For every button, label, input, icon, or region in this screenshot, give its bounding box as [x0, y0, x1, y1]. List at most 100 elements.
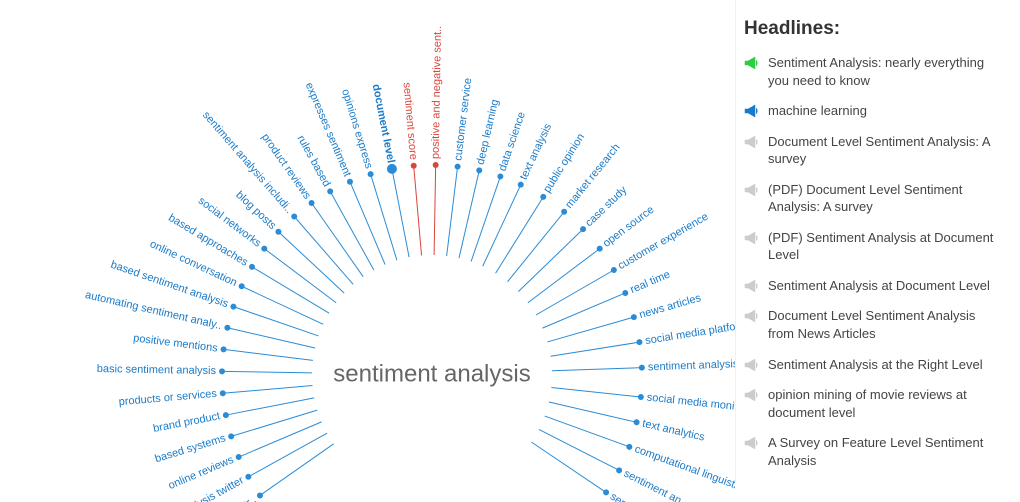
graph-edge [233, 307, 318, 336]
graph-node-label[interactable]: atr.. [237, 494, 259, 502]
graph-node-dot[interactable] [476, 167, 482, 173]
headline-item[interactable]: opinion mining of movie reviews at docum… [744, 386, 1004, 421]
graph-node-dot[interactable] [497, 173, 503, 179]
graph-node-label[interactable]: customer service [452, 77, 474, 161]
graph-node-dot[interactable] [387, 164, 397, 174]
headline-item[interactable]: Sentiment Analysis: nearly everything yo… [744, 54, 1004, 89]
headline-item[interactable]: Sentiment Analysis at Document Level [744, 277, 1004, 295]
bullhorn-icon [744, 436, 760, 450]
headline-item[interactable]: (PDF) Document Level Sentiment Analysis:… [744, 181, 1004, 216]
graph-node-dot[interactable] [236, 454, 242, 460]
graph-node-label[interactable]: social media platforms [644, 318, 735, 347]
graph-node-dot[interactable] [455, 164, 461, 170]
headlines-list: Sentiment Analysis: nearly everything yo… [744, 54, 1004, 469]
headline-item[interactable]: Sentiment Analysis at the Right Level [744, 356, 1004, 374]
graph-node-dot[interactable] [597, 246, 603, 252]
graph-node-dot[interactable] [622, 290, 628, 296]
graph-edge [528, 249, 600, 303]
graph-node-dot[interactable] [223, 412, 229, 418]
graph-edge [330, 191, 374, 270]
graph-node-label[interactable]: positive and negative sent.. [430, 26, 444, 160]
headline-text: Document Level Sentiment Analysis: A sur… [768, 133, 1004, 168]
graph-node-dot[interactable] [291, 214, 297, 220]
graph-edge [536, 270, 614, 315]
graph-node-dot[interactable] [518, 182, 524, 188]
graph-node-dot[interactable] [249, 264, 255, 270]
graph-edge [231, 410, 317, 436]
graph-node-label[interactable]: sentiment an.. [622, 468, 689, 502]
graph-node-label[interactable]: real time [628, 269, 672, 297]
bullhorn-icon [744, 388, 760, 402]
headline-text: machine learning [768, 102, 867, 120]
graph-edge [248, 433, 327, 477]
graph-edge [239, 422, 322, 457]
graph-node-dot[interactable] [626, 444, 632, 450]
graph-node-dot[interactable] [639, 365, 645, 371]
headline-item[interactable]: A Survey on Feature Level Sentiment Anal… [744, 434, 1004, 469]
graph-node-dot[interactable] [638, 394, 644, 400]
bullhorn-icon [744, 231, 760, 245]
graph-node-dot[interactable] [327, 188, 333, 194]
graph-node-label[interactable]: products or services [118, 388, 218, 409]
graph-node-dot[interactable] [230, 304, 236, 310]
graph-node-dot[interactable] [631, 314, 637, 320]
graph-node-dot[interactable] [411, 163, 417, 169]
graph-node-dot[interactable] [224, 325, 230, 331]
graph-node-dot[interactable] [219, 368, 225, 374]
radial-graph-svg[interactable]: sentiment analysissentiment analysis pyt… [0, 0, 735, 502]
graph-node-label[interactable]: sen.. [608, 491, 634, 502]
graph-node-dot[interactable] [540, 194, 546, 200]
graph-node-dot[interactable] [603, 489, 609, 495]
graph-edge [414, 166, 422, 256]
graph-edge [223, 385, 313, 393]
headline-item[interactable]: (PDF) Sentiment Analysis at Document Lev… [744, 229, 1004, 264]
graph-node-dot[interactable] [239, 283, 245, 289]
graph-node-label[interactable]: case study [583, 184, 630, 230]
headline-text: A Survey on Feature Level Sentiment Anal… [768, 434, 1004, 469]
graph-node-dot[interactable] [433, 162, 439, 168]
graph-edge [242, 286, 324, 324]
graph-node-dot[interactable] [368, 171, 374, 177]
headline-item[interactable]: Document Level Sentiment Analysis from N… [744, 307, 1004, 342]
headline-text: (PDF) Sentiment Analysis at Document Lev… [768, 229, 1004, 264]
graph-node-dot[interactable] [616, 467, 622, 473]
graph-node-label[interactable]: sentiment analysis pytho [648, 357, 735, 373]
graph-node-label[interactable]: text analysis [518, 121, 555, 181]
graph-edge [545, 416, 630, 447]
graph-node-label[interactable]: document level [370, 83, 397, 164]
graph-node-dot[interactable] [347, 179, 353, 185]
graph-node-label[interactable]: brand product [152, 410, 221, 435]
graph-node-dot[interactable] [561, 209, 567, 215]
graph-node-label[interactable]: deep learning [475, 98, 502, 166]
graph-node-dot[interactable] [261, 246, 267, 252]
graph-node-dot[interactable] [245, 474, 251, 480]
graph-node-dot[interactable] [228, 433, 234, 439]
headline-text: Sentiment Analysis at the Right Level [768, 356, 983, 374]
graph-node-dot[interactable] [257, 492, 263, 498]
graph-edge [459, 170, 479, 258]
graph-node-dot[interactable] [580, 226, 586, 232]
headline-item[interactable]: machine learning [744, 102, 1004, 120]
headlines-sidebar: Headlines: Sentiment Analysis: nearly ev… [735, 0, 1020, 482]
headline-text: (PDF) Document Level Sentiment Analysis:… [768, 181, 1004, 216]
headline-item[interactable]: Document Level Sentiment Analysis: A sur… [744, 133, 1004, 168]
graph-node-dot[interactable] [636, 339, 642, 345]
graph-node-label[interactable]: sentiment score [401, 82, 420, 160]
bullhorn-icon [744, 358, 760, 372]
graph-node-dot[interactable] [634, 419, 640, 425]
graph-edge [350, 182, 385, 265]
bullhorn-icon [744, 183, 760, 197]
graph-node-label[interactable]: positive mentions [133, 332, 219, 354]
graph-node-label[interactable]: basic sentiment analysis [97, 363, 217, 377]
graph-node-label[interactable]: text analytics [641, 418, 706, 444]
bullhorn-icon [744, 279, 760, 293]
graph-node-dot[interactable] [275, 229, 281, 235]
graph-node-label[interactable]: social media monitoring [646, 392, 735, 416]
graph-node-dot[interactable] [611, 267, 617, 273]
graph-edge [222, 371, 312, 373]
graph-edge [252, 267, 329, 313]
graph-node-dot[interactable] [220, 390, 226, 396]
graph-node-label[interactable]: news articles [638, 292, 703, 321]
graph-node-dot[interactable] [309, 200, 315, 206]
graph-node-dot[interactable] [221, 346, 227, 352]
